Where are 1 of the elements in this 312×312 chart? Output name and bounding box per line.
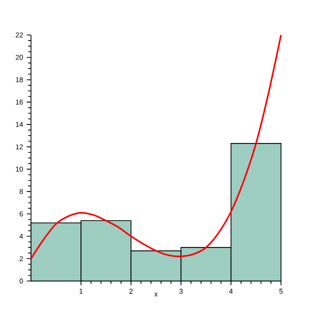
line-series [30, 34, 282, 260]
